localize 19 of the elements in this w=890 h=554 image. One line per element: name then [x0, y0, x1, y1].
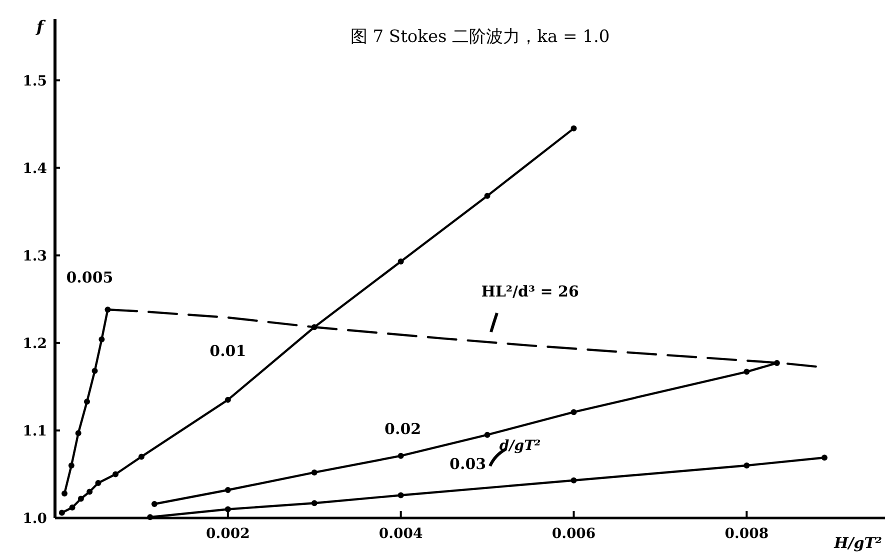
- series-label: 0.02: [384, 420, 422, 438]
- text: 图 7 Stokes 二阶波力，ka = 1.0: [350, 27, 610, 47]
- series-label: 0.005: [66, 268, 114, 287]
- text: HL²/d³ = 26: [481, 282, 579, 301]
- x-tick-label: 0.004: [378, 526, 424, 542]
- y-tick-label: 1.0: [22, 511, 48, 527]
- y-tick-label: 1.2: [22, 336, 47, 352]
- y-axis-title: f: [36, 17, 47, 36]
- series-label: 0.01: [210, 342, 246, 360]
- x-axis-title: H/gT²: [833, 534, 882, 552]
- y-tick-label: 1.3: [22, 248, 47, 264]
- y-tick-label: 1.5: [22, 73, 47, 90]
- x-tick-label: 0.008: [724, 526, 769, 542]
- x-tick-label: 0.002: [206, 526, 250, 542]
- legend-label: 0.03: [450, 455, 486, 474]
- y-tick-label: 1.4: [22, 160, 48, 177]
- annotation: d/gT²: [499, 438, 541, 454]
- x-tick-label: 0.006: [552, 526, 596, 542]
- y-tick-label: 1.1: [22, 423, 47, 440]
